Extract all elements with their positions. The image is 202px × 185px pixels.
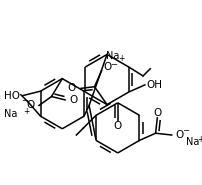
Text: O: O xyxy=(67,83,76,93)
Text: −: − xyxy=(182,126,189,135)
Text: +: + xyxy=(24,107,30,116)
Text: Na: Na xyxy=(106,51,120,61)
Text: O: O xyxy=(153,108,162,118)
Text: O: O xyxy=(69,95,78,105)
Text: −: − xyxy=(110,60,117,69)
Text: Na: Na xyxy=(4,110,18,120)
Text: O: O xyxy=(175,130,184,140)
Text: O: O xyxy=(103,62,112,72)
Text: HO: HO xyxy=(4,91,20,101)
Text: O: O xyxy=(114,121,122,131)
Text: OH: OH xyxy=(147,80,163,90)
Text: +: + xyxy=(197,135,202,144)
Text: Na: Na xyxy=(186,137,199,147)
Text: +: + xyxy=(119,54,125,63)
Text: O: O xyxy=(26,100,35,110)
Text: −: − xyxy=(21,97,28,105)
